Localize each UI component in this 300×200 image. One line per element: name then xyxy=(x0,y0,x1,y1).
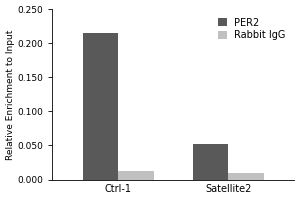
Bar xyxy=(118,171,154,180)
Bar xyxy=(228,173,264,180)
Y-axis label: Relative Enrichment to Input: Relative Enrichment to Input xyxy=(6,29,15,160)
Bar xyxy=(83,33,118,180)
Legend: PER2, Rabbit IgG: PER2, Rabbit IgG xyxy=(214,14,290,44)
Bar xyxy=(193,144,228,180)
